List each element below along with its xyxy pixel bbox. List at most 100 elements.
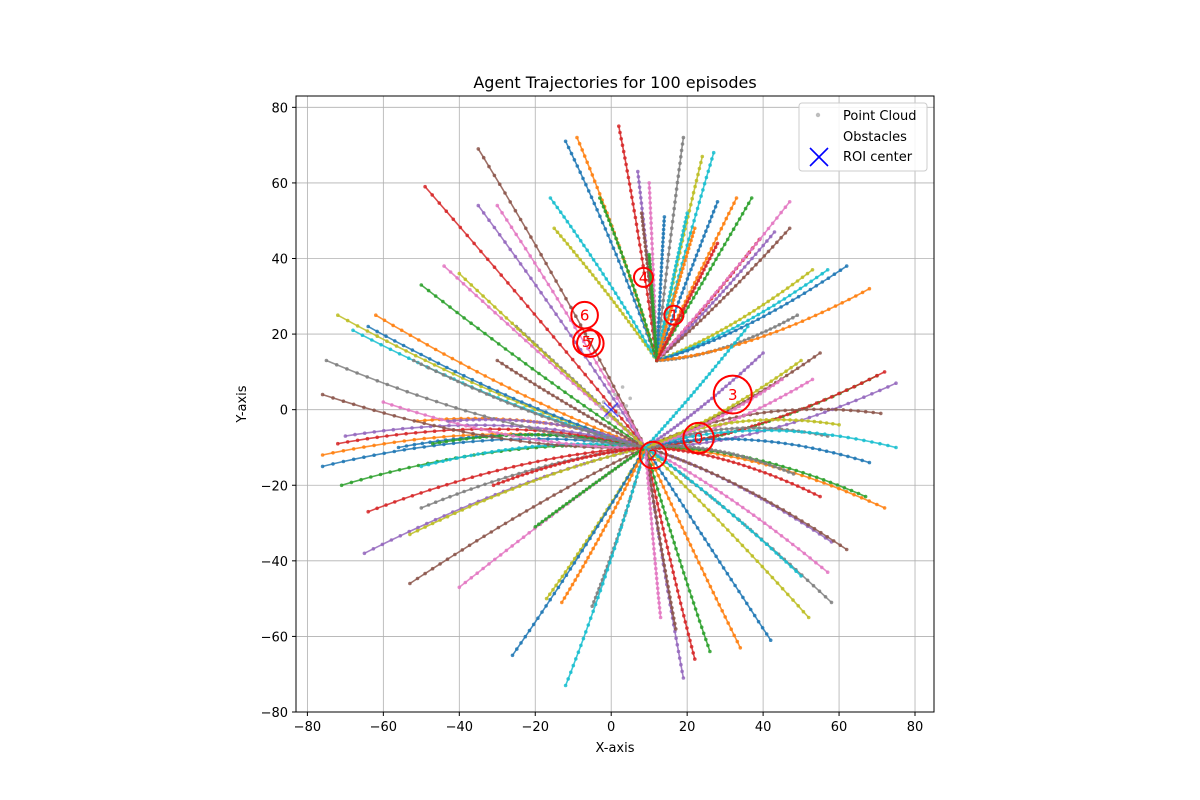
- trajectory-point: [560, 455, 564, 459]
- trajectory-point: [457, 585, 462, 590]
- trajectory-point: [504, 548, 509, 553]
- trajectory-point: [763, 471, 767, 475]
- trajectory-point: [433, 461, 438, 465]
- trajectory-point: [852, 492, 856, 497]
- trajectory-point: [737, 262, 742, 266]
- trajectory-point: [619, 301, 624, 305]
- trajectory-point: [779, 534, 784, 538]
- trajectory-point: [583, 560, 588, 564]
- trajectory-point: [841, 408, 846, 412]
- trajectory-point: [733, 429, 738, 434]
- trajectory-point: [624, 162, 628, 167]
- trajectory-point: [428, 440, 432, 445]
- obstacle-label: 5: [582, 333, 592, 351]
- trajectory-point: [484, 392, 489, 396]
- trajectory-point: [698, 477, 703, 482]
- trajectory-point: [475, 501, 479, 506]
- trajectory-point: [798, 286, 803, 291]
- plot-frame: [295, 95, 935, 713]
- trajectory-point: [678, 464, 682, 469]
- trajectory-point: [698, 430, 703, 435]
- trajectory: [643, 444, 796, 476]
- trajectory-point: [750, 256, 754, 261]
- trajectory-point: [683, 620, 688, 624]
- trajectory-point: [740, 543, 745, 548]
- trajectory-point: [689, 300, 693, 305]
- trajectory-point: [730, 498, 734, 502]
- trajectory-point: [572, 482, 577, 486]
- trajectory-point: [733, 482, 737, 486]
- trajectory-point: [698, 383, 702, 387]
- trajectory-point: [704, 264, 708, 268]
- trajectory-point: [591, 273, 595, 277]
- trajectory-point: [703, 429, 708, 434]
- trajectory-point: [665, 545, 670, 550]
- trajectory-point: [768, 401, 772, 405]
- trajectory-point: [510, 447, 515, 451]
- trajectory-point: [648, 262, 652, 266]
- trajectory-point: [875, 373, 879, 378]
- y-tick-label: 80: [271, 101, 288, 116]
- trajectory-point: [661, 505, 665, 509]
- trajectory-point: [626, 504, 630, 508]
- trajectory-point: [382, 451, 387, 456]
- trajectory-point: [410, 494, 415, 498]
- trajectory-point: [639, 201, 644, 205]
- trajectory-point: [674, 475, 679, 480]
- trajectory-point: [812, 355, 817, 359]
- trajectory-point: [365, 436, 370, 441]
- trajectory-point: [520, 463, 524, 467]
- trajectory-point: [572, 465, 577, 469]
- trajectory-point: [444, 403, 449, 407]
- trajectory-point: [382, 411, 387, 415]
- trajectory-point: [385, 434, 389, 438]
- trajectory-point: [829, 395, 834, 399]
- trajectory-point: [631, 424, 636, 429]
- trajectory-point: [345, 318, 350, 323]
- trajectory-point: [519, 435, 523, 440]
- trajectory-point: [668, 558, 673, 562]
- trajectory-point: [762, 314, 766, 319]
- trajectory-point: [801, 470, 805, 475]
- trajectory-point: [453, 369, 458, 374]
- trajectory-point: [600, 220, 605, 225]
- trajectory-point: [652, 317, 656, 322]
- trajectory-point: [502, 418, 506, 422]
- trajectory: [381, 400, 648, 450]
- chart-title: Agent Trajectories for 100 episodes: [473, 73, 756, 92]
- y-tick-label: 60: [271, 177, 288, 192]
- trajectory-point: [657, 601, 661, 605]
- trajectory-point: [661, 485, 666, 489]
- trajectory-point: [393, 339, 397, 343]
- trajectory-point: [647, 252, 651, 257]
- trajectory-point: [568, 246, 573, 250]
- point-cloud-point: [624, 404, 629, 408]
- trajectory-point: [588, 166, 592, 171]
- trajectory-point: [571, 663, 576, 668]
- trajectory-point: [886, 385, 890, 389]
- trajectory-point: [537, 371, 541, 376]
- trajectory-point: [483, 482, 487, 487]
- trajectory-point: [575, 164, 580, 168]
- trajectory-point: [669, 342, 673, 347]
- trajectory-point: [542, 433, 547, 437]
- trajectory-point: [530, 444, 535, 449]
- trajectory-point: [786, 592, 790, 597]
- trajectory-point: [413, 353, 418, 358]
- trajectory-point: [619, 429, 624, 434]
- trajectory-point: [487, 299, 491, 304]
- trajectory-point: [559, 469, 563, 474]
- trajectory-point: [663, 424, 667, 428]
- trajectory-point: [469, 453, 473, 458]
- trajectory-point: [470, 377, 475, 382]
- trajectory: [495, 203, 648, 450]
- trajectory-point: [779, 372, 783, 377]
- trajectory-point: [581, 636, 586, 641]
- trajectory-point: [791, 472, 796, 476]
- trajectory-point: [717, 390, 721, 395]
- trajectory-point: [442, 264, 446, 268]
- trajectory-point: [719, 328, 724, 332]
- trajectory-point: [641, 264, 645, 268]
- trajectory-point: [447, 423, 451, 428]
- trajectory: [655, 135, 686, 363]
